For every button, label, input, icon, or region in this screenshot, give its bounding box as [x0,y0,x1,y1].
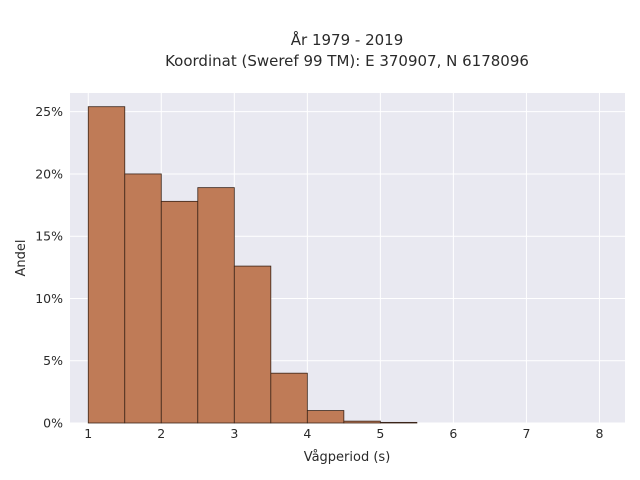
histogram-bar [379,421,418,424]
y-axis-ticks: 0% 5% 10% 15% 20% 25% [35,104,63,430]
y-tick-label: 25% [35,104,63,119]
y-tick-label: 20% [35,166,63,181]
y-tick-label: 15% [35,229,63,244]
histogram-bar [270,372,308,424]
y-tick-label: 0% [43,416,63,431]
histogram-bar [197,187,235,424]
histogram-bar [343,420,381,424]
chart-title-line-2: Koordinat (Sweref 99 TM): E 370907, N 61… [165,52,529,70]
x-tick-label: 5 [376,426,384,441]
x-tick-label: 3 [230,426,238,441]
x-tick-label: 4 [303,426,311,441]
x-axis-ticks: 1 2 3 4 5 6 7 8 [84,426,603,441]
y-axis-title: Andel [14,240,29,277]
x-axis-title: Vågperiod (s) [304,450,391,465]
y-tick-label: 10% [35,291,63,306]
x-tick-label: 2 [157,426,165,441]
chart-title-line-1: År 1979 - 2019 [291,30,404,49]
histogram-bar [87,106,126,424]
bars [87,106,418,424]
y-tick-label: 5% [43,353,63,368]
x-tick-label: 7 [522,426,530,441]
x-tick-label: 6 [449,426,457,441]
histogram-bar [160,200,199,424]
x-tick-label: 1 [84,426,92,441]
histogram-bar [306,410,345,424]
histogram-bar [124,173,162,424]
x-tick-label: 8 [595,426,603,441]
histogram-bar [233,265,272,424]
